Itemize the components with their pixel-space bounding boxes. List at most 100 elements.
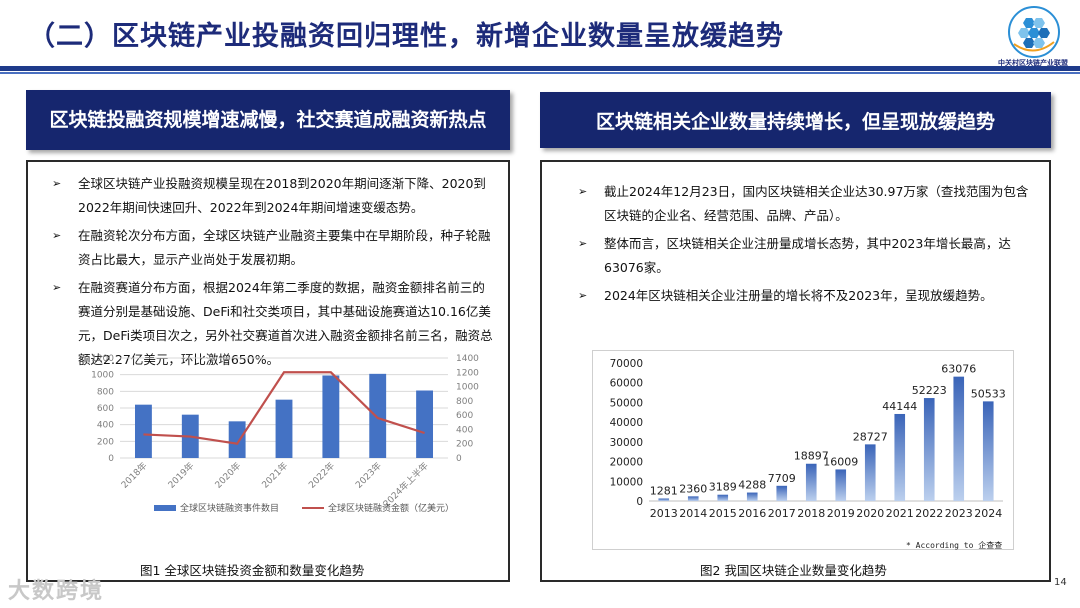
y-tick-label: 50000 <box>610 397 643 409</box>
list-item: ➢ 全球区块链产业投融资规模呈现在2018到2020年期间逐渐下降、2020到20… <box>44 172 496 220</box>
x-tick-label: 2013 <box>650 507 678 520</box>
arrow-bullet-icon: ➢ <box>52 229 62 242</box>
y-tick-label: 70000 <box>610 358 643 370</box>
x-tick-label: 2016 <box>738 507 766 520</box>
x-tick-label: 2023 <box>945 507 973 520</box>
data-label: 4288 <box>738 479 766 492</box>
title-underline-thin <box>0 72 1080 74</box>
data-label: 2360 <box>679 482 707 495</box>
list-item: ➢ 在融资赛道分布方面，根据2024年第二季度的数据，融资金额排名前三的赛道分别是… <box>44 276 496 372</box>
x-tick-label: 2015 <box>709 507 737 520</box>
data-label: 16009 <box>823 455 858 468</box>
figure-caption-1: 图1 全球区块链投资金额和数量变化趋势 <box>140 563 365 578</box>
bar <box>982 401 994 501</box>
x-tick-label: 2018 <box>797 507 825 520</box>
bar <box>953 376 965 501</box>
bar <box>746 492 758 501</box>
y2-tick-label: 1400 <box>456 354 479 364</box>
y-tick-label: 0 <box>108 454 114 464</box>
list-item: ➢ 整体而言，区块链相关企业注册量成增长态势，其中2023年增长最高，达63076… <box>570 232 1030 280</box>
data-label: 1281 <box>650 484 678 497</box>
bar <box>275 399 293 458</box>
arrow-bullet-icon: ➢ <box>52 281 62 294</box>
data-label: 18897 <box>794 450 829 463</box>
y-tick-label: 1000 <box>91 371 114 381</box>
data-label: 28727 <box>853 430 888 443</box>
y-tick-label: 60000 <box>610 378 643 390</box>
data-label: 3189 <box>709 481 737 494</box>
list-item: ➢ 在融资轮次分布方面，全球区块链产业融资主要集中在早期阶段，种子轮融资占比最大，… <box>44 224 496 272</box>
y-tick-label: 40000 <box>610 417 643 429</box>
y2-tick-label: 400 <box>456 425 473 435</box>
bar <box>228 421 246 458</box>
x-tick-label: 2022 <box>915 507 943 520</box>
left-panel: ➢ 全球区块链产业投融资规模呈现在2018到2020年期间逐渐下降、2020到20… <box>26 160 510 582</box>
y-tick-label: 800 <box>97 387 114 397</box>
watermark: 大数跨境 <box>8 579 105 604</box>
logo-caption: 中关村区块链产业联盟 <box>998 59 1068 67</box>
y-tick-label: 400 <box>97 421 114 431</box>
bar <box>923 398 935 501</box>
right-bullet-list: ➢ 截止2024年12月23日，国内区块链相关企业达30.97万家（查找范围为包含… <box>570 180 1030 312</box>
x-tick-label: 2019年 <box>165 460 196 491</box>
x-tick-label: 2017 <box>768 507 796 520</box>
data-label: 7709 <box>768 472 796 485</box>
bar <box>322 375 340 458</box>
arrow-bullet-icon: ➢ <box>578 289 588 302</box>
data-label: 63076 <box>941 363 976 376</box>
y-tick-label: 20000 <box>610 457 643 469</box>
right-section-header: 区块链相关企业数量持续增长，但呈现放缓趋势 <box>540 92 1051 148</box>
y2-tick-label: 1000 <box>456 383 479 393</box>
x-tick-label: 2024年上半年 <box>381 460 431 510</box>
bar <box>717 494 729 501</box>
x-tick-label: 2021年 <box>259 460 290 491</box>
right-panel: ➢ 截止2024年12月23日，国内区块链相关企业达30.97万家（查找范围为包含… <box>540 160 1051 582</box>
legend-swatch-bar <box>154 505 176 511</box>
data-label: 44144 <box>882 400 917 413</box>
y2-tick-label: 1200 <box>456 368 479 378</box>
legend-label: 全球区块链融资事件数目 <box>180 502 279 514</box>
x-tick-label: 2018年 <box>119 460 150 491</box>
bar <box>864 444 876 501</box>
list-item: ➢ 2024年区块链相关企业注册量的增长将不及2023年，呈现放缓趋势。 <box>570 284 1030 308</box>
x-tick-label: 2019 <box>827 507 855 520</box>
y2-tick-label: 0 <box>456 454 462 464</box>
left-section-header: 区块链投融资规模增速减慢，社交赛道成融资新热点 <box>26 90 510 150</box>
x-tick-label: 2024 <box>974 507 1002 520</box>
title-underline <box>0 66 1080 71</box>
x-tick-label: 2023年 <box>353 460 384 491</box>
bar <box>369 373 387 458</box>
bar <box>687 496 699 501</box>
y2-tick-label: 200 <box>456 440 473 450</box>
y-tick-label: 1200 <box>91 354 114 364</box>
source-note: * According to 企查查 <box>906 541 1003 550</box>
bar <box>894 413 906 501</box>
y-tick-label: 0 <box>636 496 643 508</box>
bar <box>835 469 847 501</box>
x-tick-label: 2014 <box>679 507 707 520</box>
list-item: ➢ 截止2024年12月23日，国内区块链相关企业达30.97万家（查找范围为包含… <box>570 180 1030 228</box>
y2-tick-label: 600 <box>456 411 473 421</box>
bar <box>805 463 817 501</box>
enterprise-count-bar-chart: 0 10000 20000 30000 40000 50000 60000 70000 1281… <box>592 350 1014 550</box>
y-tick-label: 10000 <box>610 476 643 488</box>
bar <box>134 404 152 458</box>
data-label: 52223 <box>912 384 947 397</box>
arrow-bullet-icon: ➢ <box>578 185 588 198</box>
arrow-bullet-icon: ➢ <box>578 237 588 250</box>
figure-caption-2: 图2 我国区块链企业数量变化趋势 <box>700 563 887 578</box>
bar <box>658 498 670 501</box>
y-tick-label: 600 <box>97 404 114 414</box>
page-number: 14 <box>1054 577 1067 588</box>
investment-combo-chart: 0 200 400 600 800 1000 1200 0 200 400 600 800 1000 12… <box>91 354 479 514</box>
y2-tick-label: 800 <box>456 397 473 407</box>
legend-label: 全球区块链融资金额（亿美元） <box>328 502 454 514</box>
page-title: （二）区块链产业投融资回归理性，新增企业数量呈放缓趋势 <box>28 21 784 52</box>
left-bullet-list: ➢ 全球区块链产业投融资规模呈现在2018到2020年期间逐渐下降、2020到20… <box>44 172 496 376</box>
bar <box>416 390 434 458</box>
y-tick-label: 30000 <box>610 437 643 449</box>
arrow-bullet-icon: ➢ <box>52 177 62 190</box>
x-tick-label: 2020年 <box>212 460 243 491</box>
x-tick-label: 2021 <box>886 507 914 520</box>
bar <box>776 485 788 501</box>
